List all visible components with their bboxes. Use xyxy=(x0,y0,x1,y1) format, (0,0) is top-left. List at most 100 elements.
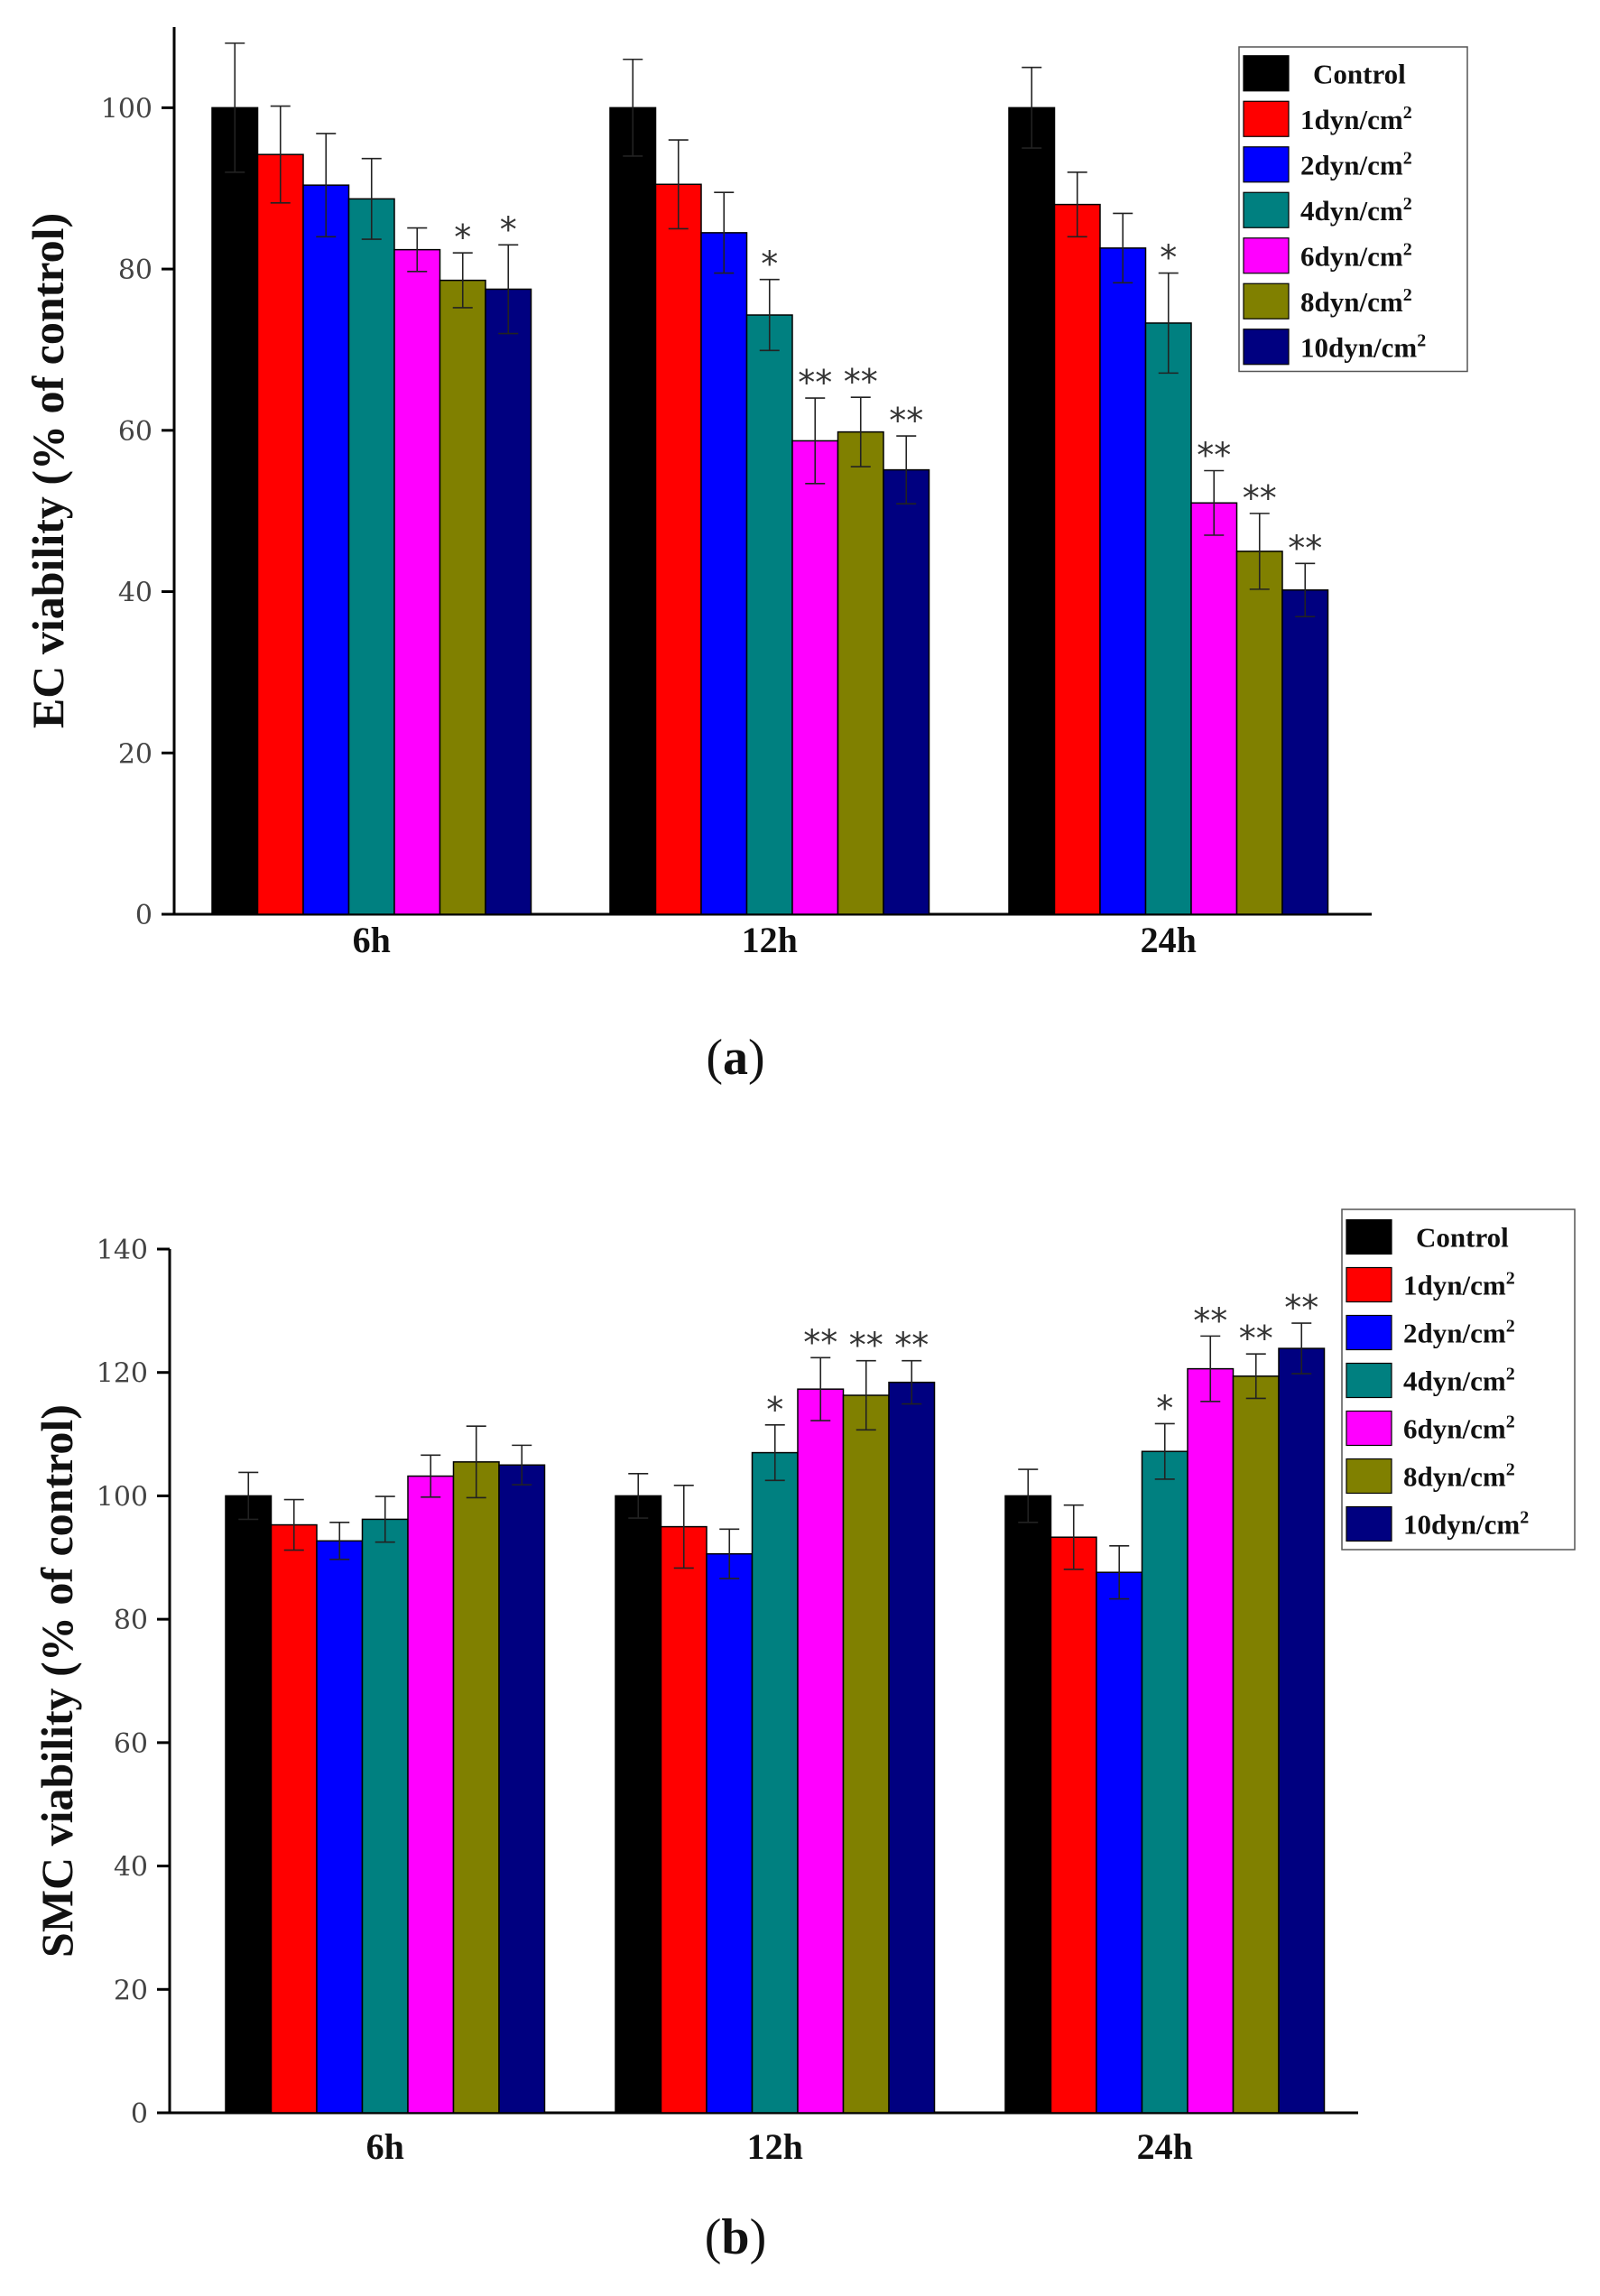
significance-marker: ** xyxy=(849,1326,883,1366)
bar-12h-8dyn-cm xyxy=(837,430,884,915)
legend-swatch xyxy=(1346,1362,1392,1399)
legend-swatch xyxy=(1346,1458,1392,1495)
y-tick-label: 60 xyxy=(118,416,153,448)
error-bar xyxy=(1109,1544,1130,1600)
x-category-label: 6h xyxy=(366,2126,404,2167)
bar-24h-8dyn-cm xyxy=(1235,551,1283,915)
error-bar xyxy=(1158,272,1179,375)
legend-entry-label: 10dyn/cm2 xyxy=(1300,330,1426,363)
bar-24h-10dyn-cm xyxy=(1281,589,1329,915)
bar-6h-1dyn-cm xyxy=(270,1523,318,2114)
bar-24h-8dyn-cm xyxy=(1232,1375,1280,2114)
legend-swatch xyxy=(1346,1266,1392,1303)
error-bar xyxy=(668,139,689,230)
error-bar xyxy=(759,278,780,352)
y-tick-label: 140 xyxy=(97,1235,148,1266)
significance-marker: ** xyxy=(844,362,878,402)
legend-unit-superscript: 2 xyxy=(1506,1460,1515,1480)
chart-a-ec-viability: 0 20 40 60 80 100 EC viability (% of control) *… xyxy=(23,27,1468,1086)
legend-entry-label: 2dyn/cm2 xyxy=(1403,1317,1515,1349)
error-bar xyxy=(1022,66,1042,149)
legend-unit-superscript: 2 xyxy=(1506,1269,1515,1289)
error-bar xyxy=(1200,1335,1221,1403)
y-tick-label: 100 xyxy=(97,1481,148,1513)
y-tick-label: 0 xyxy=(131,2098,148,2130)
error-bar xyxy=(466,1425,486,1499)
significance-marker: ** xyxy=(894,1326,929,1366)
error-bar xyxy=(1018,1468,1039,1523)
legend-swatch xyxy=(1243,55,1290,92)
error-bar xyxy=(673,1485,694,1569)
error-bar xyxy=(1291,1322,1312,1375)
panel-letter: b xyxy=(721,2209,749,2265)
y-axis-title: EC viability (% of control) xyxy=(23,213,73,728)
error-bar xyxy=(452,252,473,309)
significance-marker: * xyxy=(766,1390,783,1430)
legend-entry-label: 6dyn/cm2 xyxy=(1403,1412,1515,1445)
bar-12h-6dyn-cm xyxy=(797,1388,845,2114)
legend-entry-label: 1dyn/cm2 xyxy=(1403,1269,1515,1301)
error-bar xyxy=(902,1359,922,1405)
legend-entry-label: 1dyn/cm2 xyxy=(1300,103,1412,135)
legend-entry-label: 10dyn/cm2 xyxy=(1403,1508,1529,1541)
bar-12h-Control xyxy=(609,106,657,915)
legend: Control 1dyn/cm2 2dyn/cm2 4dyn/cm2 6dyn/cm2 8… xyxy=(1341,1208,1576,1551)
bar-6h-10dyn-cm xyxy=(498,1464,546,2114)
error-bar xyxy=(896,435,917,505)
bar-12h-2dyn-cm xyxy=(700,232,748,915)
bar-12h-8dyn-cm xyxy=(842,1394,890,2114)
legend-swatch xyxy=(1346,1505,1392,1542)
bar-12h-10dyn-cm xyxy=(888,1381,936,2114)
bar-12h-1dyn-cm xyxy=(654,183,702,915)
error-bar xyxy=(375,1495,395,1543)
legend-entry-label: Control xyxy=(1313,58,1406,89)
y-tick-label: 40 xyxy=(114,1852,148,1884)
legend-entry-label: Control xyxy=(1416,1222,1509,1254)
significance-marker: * xyxy=(1160,238,1177,278)
bar-24h-6dyn-cm xyxy=(1190,502,1238,915)
error-bar xyxy=(719,1528,740,1579)
significance-marker: ** xyxy=(803,1322,837,1362)
error-bar xyxy=(1249,513,1270,590)
legend-unit-superscript: 2 xyxy=(1403,148,1412,168)
error-bar xyxy=(329,1522,350,1560)
bar-6h-1dyn-cm xyxy=(256,153,304,915)
legend-swatch xyxy=(1243,146,1290,183)
legend-swatch xyxy=(1346,1410,1392,1447)
legend-unit-superscript: 2 xyxy=(1403,239,1412,259)
bar-6h-6dyn-cm xyxy=(407,1475,455,2114)
legend-swatch xyxy=(1243,191,1290,228)
legend-entry-label: 8dyn/cm2 xyxy=(1403,1460,1515,1493)
significance-marker: ** xyxy=(1288,528,1322,568)
bar-24h-10dyn-cm xyxy=(1278,1347,1326,2114)
error-bar xyxy=(421,1454,441,1498)
bar-6h-2dyn-cm xyxy=(302,184,350,915)
significance-marker: * xyxy=(500,209,517,249)
bar-6h-8dyn-cm xyxy=(439,279,486,915)
significance-marker: * xyxy=(1156,1388,1173,1428)
y-tick-label: 120 xyxy=(97,1358,148,1390)
x-category-label: 12h xyxy=(747,2126,803,2167)
bar-12h-Control xyxy=(615,1495,662,2114)
bar-6h-8dyn-cm xyxy=(452,1461,500,2114)
panel-label: (b) xyxy=(705,2209,766,2265)
y-tick-label: 60 xyxy=(114,1728,148,1760)
x-category-label: 24h xyxy=(1137,2126,1193,2167)
error-bar xyxy=(1113,212,1133,284)
error-bar xyxy=(1154,1422,1175,1480)
significance-marker: ** xyxy=(1243,478,1277,518)
bar-12h-10dyn-cm xyxy=(883,468,930,915)
legend-unit-superscript: 2 xyxy=(1403,103,1412,123)
error-bar xyxy=(270,105,291,204)
bar-24h-2dyn-cm xyxy=(1099,247,1147,915)
y-tick-label: 80 xyxy=(114,1605,148,1636)
legend-entry-label: 6dyn/cm2 xyxy=(1300,239,1412,272)
significance-marker: ** xyxy=(1284,1288,1318,1328)
y-tick-label: 100 xyxy=(101,93,153,125)
error-bar xyxy=(512,1444,532,1486)
x-category-label: 6h xyxy=(353,920,391,960)
significance-marker: * xyxy=(761,245,778,284)
error-bar xyxy=(316,133,337,238)
error-bar xyxy=(1063,1504,1084,1570)
